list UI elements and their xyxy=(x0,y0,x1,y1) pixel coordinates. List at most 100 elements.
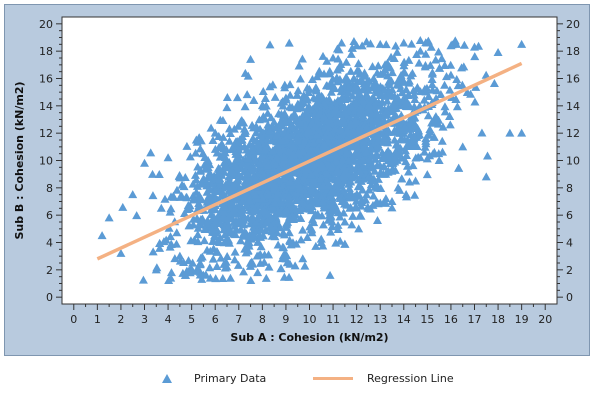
data-point xyxy=(253,268,263,277)
data-point xyxy=(384,126,394,135)
chart-frame: 0 1 2 3 4 5 6 7 8 9 10 11 12 13 14 15 16 17 18 19 20 0 0 2 2 4 4 6 6… xyxy=(4,4,590,356)
data-point xyxy=(288,141,298,150)
data-point xyxy=(237,196,247,205)
data-point xyxy=(339,101,349,110)
data-point xyxy=(420,142,430,151)
data-point xyxy=(311,100,321,109)
data-point xyxy=(481,172,491,181)
data-point xyxy=(427,68,437,77)
data-point xyxy=(333,117,343,126)
data-point xyxy=(335,74,345,83)
data-point xyxy=(312,72,322,81)
data-point xyxy=(324,179,334,188)
data-point xyxy=(372,161,382,170)
data-point xyxy=(331,104,341,113)
data-point xyxy=(312,211,322,220)
data-point xyxy=(190,170,200,179)
data-point xyxy=(315,134,325,143)
data-point xyxy=(344,184,354,193)
data-point xyxy=(309,218,319,227)
data-point xyxy=(408,131,418,140)
data-point xyxy=(193,230,203,239)
data-point xyxy=(185,268,195,277)
data-point xyxy=(315,174,325,183)
data-point xyxy=(164,276,174,285)
data-point xyxy=(452,102,462,111)
data-point xyxy=(188,195,198,204)
data-point xyxy=(231,225,241,234)
data-point xyxy=(260,250,270,259)
data-point xyxy=(287,103,297,112)
y-tick-label-left: 14 xyxy=(39,100,53,113)
data-point xyxy=(353,175,363,184)
data-point xyxy=(307,132,317,141)
data-point xyxy=(353,85,363,94)
y-tick-label-right: 10 xyxy=(566,155,580,168)
data-point xyxy=(295,183,305,192)
y-tick-label-right: 18 xyxy=(566,45,580,58)
data-point xyxy=(293,86,303,95)
data-point xyxy=(424,92,434,101)
data-point xyxy=(97,231,107,240)
data-point xyxy=(422,170,432,179)
data-point xyxy=(278,181,288,190)
data-point xyxy=(375,169,385,178)
data-point xyxy=(404,76,414,85)
data-point xyxy=(148,169,158,178)
data-point xyxy=(347,91,357,100)
data-point xyxy=(335,236,345,245)
data-point xyxy=(270,92,280,101)
data-point xyxy=(249,95,259,104)
x-tick-label: 3 xyxy=(141,313,148,326)
data-point xyxy=(138,275,148,284)
data-point xyxy=(295,204,305,213)
data-point xyxy=(246,276,256,285)
data-point xyxy=(395,185,405,194)
data-point xyxy=(376,184,386,193)
data-point xyxy=(228,143,238,152)
data-point xyxy=(395,80,405,89)
x-tick-label: 17 xyxy=(468,313,482,326)
data-point xyxy=(280,188,290,197)
y-tick-label-right: 8 xyxy=(566,182,573,195)
data-point xyxy=(205,273,215,282)
data-point xyxy=(230,230,240,239)
data-point xyxy=(358,155,368,164)
data-point xyxy=(209,212,219,221)
data-point xyxy=(394,126,404,135)
data-point xyxy=(278,136,288,145)
data-point xyxy=(325,66,335,75)
data-point xyxy=(235,135,245,144)
data-point xyxy=(128,190,138,199)
data-point xyxy=(400,135,410,144)
data-point xyxy=(298,254,308,263)
data-point xyxy=(193,237,203,246)
data-point xyxy=(357,196,367,205)
data-point xyxy=(296,235,306,244)
data-point xyxy=(191,135,201,144)
data-point xyxy=(489,79,499,88)
data-point xyxy=(407,39,417,48)
data-point xyxy=(271,193,281,202)
data-point xyxy=(234,170,244,179)
data-point xyxy=(375,39,385,48)
triangle-marker-icon xyxy=(162,374,172,383)
data-point xyxy=(278,101,288,110)
data-point xyxy=(218,274,228,283)
data-point xyxy=(268,146,278,155)
data-point xyxy=(197,216,207,225)
y-tick-label-right: 12 xyxy=(566,127,580,140)
data-point xyxy=(266,221,276,230)
data-point xyxy=(229,206,239,215)
data-point xyxy=(288,149,298,158)
data-point xyxy=(223,221,233,230)
legend-label-regression-line: Regression Line xyxy=(367,372,454,385)
scatter-chart: 0 1 2 3 4 5 6 7 8 9 10 11 12 13 14 15 16 17 18 19 200 02 24 46 6… xyxy=(13,16,580,344)
data-point xyxy=(260,145,270,154)
data-point xyxy=(182,141,192,150)
data-point xyxy=(265,82,275,91)
data-point xyxy=(292,90,302,99)
data-point xyxy=(217,189,227,198)
data-point xyxy=(221,162,231,171)
data-point xyxy=(239,267,249,276)
